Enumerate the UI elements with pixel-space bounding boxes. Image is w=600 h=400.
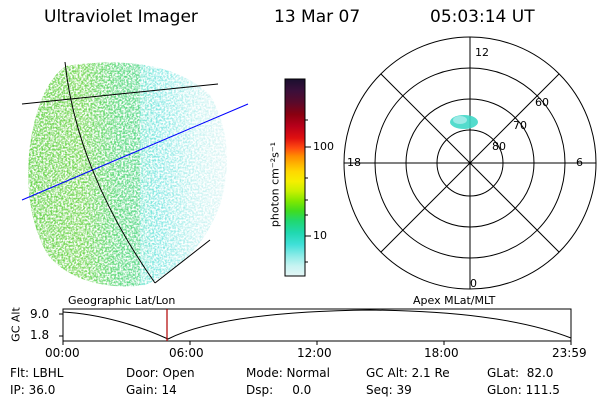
time-tick-0600: 06:00 [169,346,204,360]
observation-date: 13 Mar 07 [274,7,361,27]
altitude-axis-label: GC Alt [9,307,23,342]
latitude-line [21,83,219,105]
mode-field: Mode: Normal [246,366,330,380]
gc-alt-field: GC Alt: 2.1 Re [366,366,450,380]
longitude-arc [64,61,156,284]
observation-time: 05:03:14 UT [430,7,535,27]
filter-field: Flt: LBHL [10,366,64,380]
limb-line [154,239,211,284]
mlt-label-12: 12 [475,46,489,59]
altitude-curve [62,309,572,340]
instrument-title: Ultraviolet Imager [44,7,198,27]
colorbar-tick-100: 100 [313,140,334,153]
dsp-field: Dsp: 0.0 [246,383,312,397]
altitude-tick-high: 9.0 [30,307,50,321]
lat-label-70: 70 [513,119,527,132]
panel-title-geographic: Geographic Lat/Lon [68,294,176,307]
ip-field: IP: 36.0 [10,383,56,397]
colorbar-tick-10: 10 [313,229,327,242]
time-tick-0000: 00:00 [45,346,80,360]
time-tick-1200: 12:00 [297,346,332,360]
polar-dial [343,36,597,290]
glat-field: GLat: 82.0 [487,366,554,380]
magnetic-meridian-line [21,103,249,201]
lat-label-80: 80 [492,140,506,153]
seq-field: Seq: 39 [366,383,412,397]
lat-label-60: 60 [535,96,549,109]
time-tick-2359: 23:59 [552,346,587,360]
panel-title-apex: Apex MLat/MLT [413,294,496,307]
mlt-label-18: 18 [347,156,361,169]
gain-field: Gain: 14 [126,383,177,397]
intensity-colorbar [284,78,311,277]
glon-field: GLon: 111.5 [487,383,560,397]
colorbar-unit-label: photon cm⁻²s⁻¹ [268,141,282,228]
altitude-panel [59,308,572,345]
mlt-label-0: 0 [470,277,477,290]
time-tick-1800: 18:00 [424,346,459,360]
mlt-label-6: 6 [576,156,583,169]
door-field: Door: Open [126,366,195,380]
altitude-tick-low: 1.8 [30,328,50,342]
auroral-image [21,61,249,287]
